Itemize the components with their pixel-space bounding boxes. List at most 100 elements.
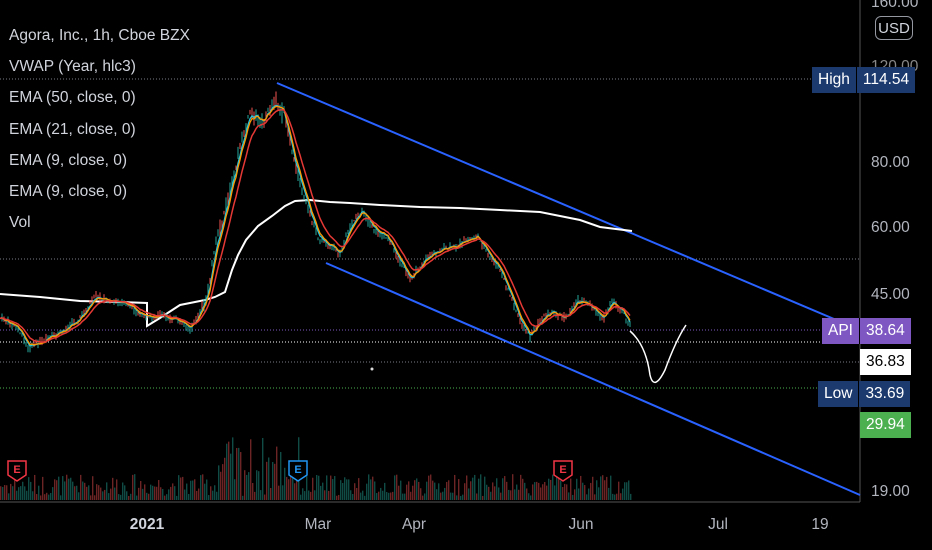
volume-bar xyxy=(328,490,330,500)
volume-bar xyxy=(308,490,310,500)
volume-bar xyxy=(104,489,106,500)
volume-bar xyxy=(408,481,410,500)
volume-bar xyxy=(490,491,492,500)
volume-bar xyxy=(270,487,272,500)
volume-bar xyxy=(394,475,396,500)
volume-bar xyxy=(614,494,616,500)
indicator-vol[interactable]: Vol xyxy=(9,214,31,232)
volume-bar xyxy=(250,439,252,500)
volume-bar xyxy=(318,475,320,500)
volume-bar xyxy=(522,478,524,500)
volume-bar xyxy=(300,494,302,500)
volume-bar xyxy=(544,482,546,500)
volume-bar xyxy=(134,474,136,500)
volume-bar xyxy=(8,493,10,500)
volume-bar xyxy=(0,486,2,500)
currency-button[interactable]: USD xyxy=(875,16,913,40)
volume-bar xyxy=(94,495,96,500)
volume-bar xyxy=(208,495,210,500)
last-price-tag[interactable]: 36.83 xyxy=(860,349,911,375)
volume-bar xyxy=(590,482,592,500)
green-value: 29.94 xyxy=(860,412,911,438)
channel-upper-line[interactable] xyxy=(276,82,861,331)
volume-bar xyxy=(276,446,278,500)
volume-bar xyxy=(540,487,542,500)
volume-bar xyxy=(234,479,236,500)
volume-bar xyxy=(510,490,512,500)
indicator-ema9[interactable]: EMA (9, close, 0) xyxy=(9,151,128,169)
volume-bar xyxy=(114,487,116,500)
volume-bar xyxy=(118,494,120,500)
volume-bar xyxy=(538,482,540,500)
volume-bar xyxy=(458,479,460,500)
low-price-tag[interactable]: Low 33.69 xyxy=(818,381,911,407)
chart-title[interactable]: Agora, Inc., 1h, Cboe BZX xyxy=(9,27,190,44)
volume-bar xyxy=(360,492,362,500)
channel-lower-line[interactable] xyxy=(325,262,861,496)
volume-bar xyxy=(92,476,94,500)
volume-bar xyxy=(626,482,628,500)
volume-bar xyxy=(378,491,380,500)
volume-bar xyxy=(512,474,514,500)
earnings-letter: E xyxy=(559,464,566,476)
volume-bar xyxy=(84,482,86,500)
api-price-tag[interactable]: API 38.64 xyxy=(822,318,911,344)
volume-bar xyxy=(452,492,454,500)
volume-bar xyxy=(304,491,306,500)
volume-bar xyxy=(492,482,494,500)
earnings-icon[interactable]: E xyxy=(553,460,573,482)
volume-bar xyxy=(498,487,500,500)
volume-bar xyxy=(372,476,374,500)
high-value: 114.54 xyxy=(855,67,916,93)
volume-bar xyxy=(66,474,68,500)
volume-bar xyxy=(288,479,290,500)
indicator-ema50[interactable]: EMA (50, close, 0) xyxy=(9,89,136,107)
volume-bar xyxy=(384,482,386,500)
volume-bar xyxy=(514,489,516,500)
volume-bar xyxy=(362,490,364,500)
volume-bar xyxy=(196,490,198,500)
volume-bar xyxy=(86,486,88,500)
green-price-tag[interactable]: 29.94 xyxy=(860,412,911,438)
volume-bar xyxy=(392,491,394,500)
volume-bar xyxy=(116,479,118,500)
volume-bar xyxy=(186,483,188,500)
volume-bar xyxy=(556,474,558,500)
volume-bar xyxy=(238,447,240,500)
volume-bar xyxy=(416,478,418,500)
projection-line[interactable] xyxy=(629,324,687,384)
y-tick-45: 45.00 xyxy=(871,286,910,303)
low-label: Low xyxy=(818,381,859,407)
ema21-line xyxy=(0,108,631,343)
indicator-vwap[interactable]: VWAP (Year, hlc3) xyxy=(9,58,136,76)
volume-bar xyxy=(16,490,18,500)
earnings-icon[interactable]: E xyxy=(288,460,308,482)
indicator-ema9-b[interactable]: EMA (9, close, 0) xyxy=(9,183,128,201)
volume-bar xyxy=(44,494,46,500)
volume-bar xyxy=(448,480,450,500)
volume-bar xyxy=(562,486,564,500)
volume-bar xyxy=(612,493,614,500)
volume-bar xyxy=(430,474,432,500)
volume-bar xyxy=(144,484,146,500)
volume-bar xyxy=(508,489,510,500)
volume-bar xyxy=(240,452,242,500)
volume-bar xyxy=(364,495,366,500)
volume-bar xyxy=(426,481,428,500)
high-price-tag[interactable]: High 114.54 xyxy=(812,67,916,93)
indicator-ema21[interactable]: EMA (21, close, 0) xyxy=(9,120,136,138)
earnings-letter: E xyxy=(13,464,20,476)
earnings-icon[interactable]: E xyxy=(7,460,27,482)
last-value: 36.83 xyxy=(860,349,911,375)
volume-bar xyxy=(382,490,384,500)
volume-bar xyxy=(128,495,130,500)
volume-bar xyxy=(22,481,24,500)
volume-bar xyxy=(608,487,610,500)
volume-bar xyxy=(126,491,128,500)
volume-bar xyxy=(248,472,250,500)
volume-bar xyxy=(274,463,276,500)
volume-bar xyxy=(2,486,4,500)
volume-bar xyxy=(12,486,14,500)
volume-bar xyxy=(18,487,20,500)
